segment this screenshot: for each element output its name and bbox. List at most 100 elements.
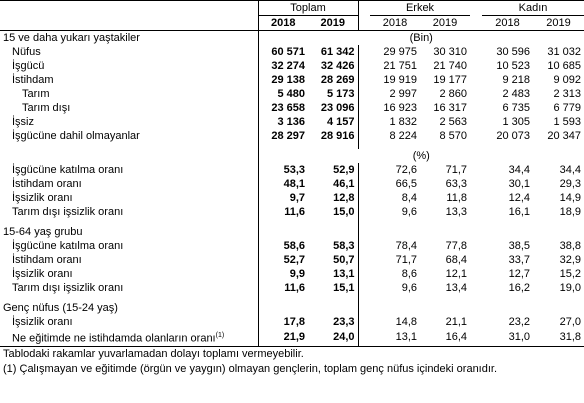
value: 11,6 [257,205,308,219]
value: 19 919 [383,74,417,86]
row-label: İşgücüne dahil olmayanlar [12,130,140,142]
row-label: Ne eğitimde ne istihdamda olanların oran… [0,329,258,347]
year-header: 2019 [533,15,584,31]
value: 34,4 [559,164,581,176]
value: 68,4 [445,254,467,266]
blank [358,205,370,219]
value: 21,1 [445,316,467,328]
footnote: Tablodaki rakamlar yuvarlamadan dolayı t… [3,348,304,361]
value: 23 658 [257,101,308,115]
value: 9 218 [502,74,530,86]
value: 38,5 [508,240,530,252]
blank [358,45,370,59]
value: 14,9 [559,192,581,204]
section-title: 15-64 yaş grubu [3,226,83,238]
blank [257,225,359,239]
blank [358,87,370,101]
row: Ne eğitimde ne istihdamda olanların oran… [0,329,584,347]
row-label: İşgücü [12,60,45,72]
value: 72,6 [395,164,417,176]
value: 12,1 [445,268,467,280]
value: 13,1 [370,329,420,347]
year-header: 2019 [308,15,359,31]
value: 23 096 [308,101,359,115]
value: 32,9 [559,254,581,266]
blank [358,177,370,191]
value: 53,3 [257,163,308,177]
blank [358,315,370,329]
value: 27,0 [559,316,581,328]
blank [470,267,482,281]
value: 30 596 [496,46,530,58]
section-title: 15 ve daha yukarı yaştakiler [3,32,140,44]
row-label: İstihdam oranı [12,254,82,266]
value: 12,4 [508,192,530,204]
row-label: Tarım [22,88,50,100]
blank [470,191,482,205]
value: 61 342 [308,45,359,59]
blank [358,59,370,73]
value: 71,7 [445,164,467,176]
value: 9,6 [401,206,417,218]
value: 12,8 [308,191,359,205]
row: Tarım dışı işsizlik oranı 11,6 15,1 9,6 13,4… [0,281,584,295]
row: Tablodaki rakamlar yuvarlamadan dolayı t… [0,346,584,362]
value: 5 480 [257,87,308,101]
value: 5 173 [308,87,359,101]
value: 4 157 [308,115,359,129]
value: 63,3 [445,178,467,190]
blank [470,101,482,115]
blank [470,59,482,73]
value: 24,0 [308,329,359,347]
blank [358,73,370,87]
blank [358,253,370,267]
value: 14,8 [395,316,417,328]
row-label: İşgücüne katılma oranı [12,164,124,176]
year-header: 2018 [370,15,420,31]
blank [358,101,370,115]
value: 2 997 [389,88,417,100]
blank [470,115,482,129]
blank [358,0,370,16]
value: 29 975 [383,46,417,58]
value: 48,1 [257,177,308,191]
blank [358,239,370,253]
value: 30,1 [508,178,530,190]
value: 31,8 [533,329,584,347]
value: 52,9 [308,163,359,177]
row: Tarım dışı 23 658 23 096 16 923 16 317 6 735 6… [0,101,584,115]
year-header: 2019 [420,15,470,31]
blank [0,0,258,16]
blank [358,129,370,143]
year-header: 2018 [482,15,533,31]
value: 50,7 [308,253,359,267]
value: 58,6 [257,239,308,253]
group-header: Kadın [482,0,584,16]
value: 1 593 [553,116,581,128]
blank [470,129,482,143]
value: 23,2 [508,316,530,328]
value: 33,7 [508,254,530,266]
blank [257,295,359,301]
blank [358,329,370,347]
value: 23,3 [308,315,359,329]
unit: (Bin) [257,30,584,45]
row-label: İstihdam oranı [12,178,82,190]
value: 8,6 [401,268,417,280]
value: 6 735 [502,102,530,114]
blank [470,329,482,347]
value: 17,8 [257,315,308,329]
value: 32 426 [308,59,359,73]
value: 21 740 [433,60,467,72]
blank [470,73,482,87]
value: 34,4 [508,164,530,176]
value: 16,1 [508,206,530,218]
blank [358,281,370,295]
value: 16,2 [508,282,530,294]
value: 16 317 [433,102,467,114]
blank [470,87,482,101]
row: İşgücüne dahil olmayanlar 28 297 28 916 8 2… [0,129,584,143]
value: 77,8 [445,240,467,252]
blank [358,301,584,315]
